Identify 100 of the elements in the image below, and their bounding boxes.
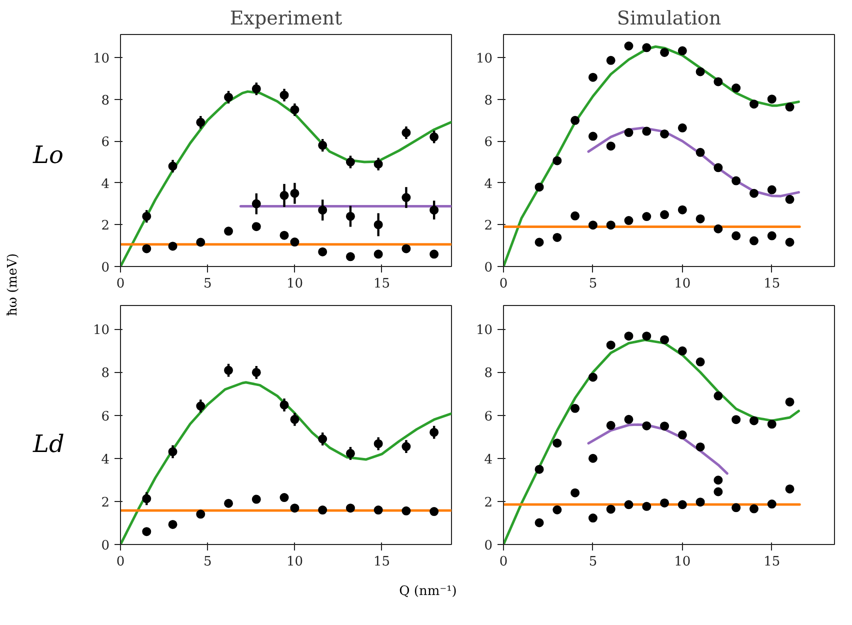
point — [696, 214, 705, 224]
point — [168, 162, 178, 171]
point — [318, 206, 328, 215]
y-tick-label: 6 — [484, 135, 493, 150]
y-tick-label: 4 — [101, 176, 110, 192]
point — [714, 476, 723, 485]
point — [142, 494, 152, 504]
point — [678, 346, 687, 356]
y-tick-label: 2 — [484, 495, 493, 510]
point — [785, 102, 794, 112]
point — [749, 100, 758, 109]
point — [346, 504, 355, 513]
point — [534, 518, 544, 528]
point — [588, 132, 598, 141]
x-tick-label: 10 — [286, 554, 303, 570]
point — [224, 366, 234, 375]
y-tick-label: 10 — [476, 323, 493, 338]
y-tick-label: 10 — [92, 323, 110, 338]
point — [767, 500, 776, 509]
x-tick-label: 15 — [764, 554, 780, 570]
point — [749, 504, 758, 514]
point — [142, 244, 152, 254]
point — [168, 520, 178, 529]
point — [224, 226, 234, 236]
point — [252, 494, 261, 504]
point — [318, 434, 328, 444]
point — [374, 439, 383, 448]
point — [168, 447, 178, 456]
x-tick-label: 15 — [374, 276, 390, 292]
point — [767, 94, 776, 104]
point — [290, 105, 300, 114]
point — [606, 340, 616, 350]
point — [749, 416, 758, 426]
point — [696, 498, 705, 507]
point — [624, 332, 634, 341]
point — [430, 507, 439, 516]
point — [374, 220, 383, 230]
point — [142, 527, 152, 536]
point — [767, 185, 776, 194]
point — [678, 123, 687, 132]
point — [642, 212, 652, 222]
point — [402, 506, 411, 516]
y-tick-label: 2 — [484, 218, 493, 234]
x-tick-label: 10 — [674, 554, 691, 570]
y-axis-title: Lo — [33, 140, 64, 171]
x-tick-label: 10 — [674, 276, 691, 292]
point — [290, 188, 300, 198]
x-tick-label: 15 — [374, 554, 390, 570]
point — [346, 158, 355, 166]
point — [624, 216, 634, 226]
point — [290, 238, 300, 247]
point — [588, 372, 598, 382]
point — [570, 211, 580, 220]
y-tick-label: 4 — [484, 452, 493, 468]
point — [660, 129, 670, 138]
point — [785, 238, 794, 247]
point — [714, 487, 723, 496]
point — [318, 140, 328, 150]
point — [534, 182, 544, 192]
point — [732, 503, 741, 512]
point — [430, 132, 439, 142]
text: Q (nm⁻¹) — [399, 583, 457, 601]
y-tick-label: 4 — [101, 452, 110, 468]
point — [534, 464, 544, 474]
y-tick-label: 10 — [92, 51, 110, 66]
point — [196, 118, 206, 127]
line-series — [587, 126, 800, 198]
point — [280, 190, 289, 200]
point — [588, 514, 598, 523]
point — [552, 438, 562, 448]
point — [318, 506, 328, 515]
point — [660, 210, 670, 220]
point — [660, 422, 670, 431]
point — [402, 128, 411, 138]
point — [290, 504, 300, 513]
y-tick-label: 0 — [484, 538, 493, 554]
y-tick-label: 0 — [101, 538, 110, 554]
y-tick-label: 0 — [101, 260, 110, 276]
point — [732, 176, 741, 186]
point — [642, 332, 652, 341]
y-tick-label: 10 — [476, 51, 493, 66]
point — [714, 163, 723, 172]
point — [606, 142, 616, 151]
text: ħω (meV) — [4, 254, 22, 316]
x-tick-label: 0 — [499, 554, 508, 570]
point — [678, 46, 687, 56]
x-tick-label: 0 — [116, 276, 125, 292]
point — [642, 43, 652, 52]
point — [290, 414, 300, 424]
point — [785, 484, 794, 494]
point — [280, 400, 289, 410]
point — [402, 244, 411, 254]
point — [402, 193, 411, 202]
point — [280, 90, 289, 100]
point — [318, 247, 328, 256]
point — [588, 454, 598, 463]
point — [252, 199, 261, 208]
point — [678, 205, 687, 214]
point — [196, 402, 206, 411]
point — [588, 72, 598, 82]
